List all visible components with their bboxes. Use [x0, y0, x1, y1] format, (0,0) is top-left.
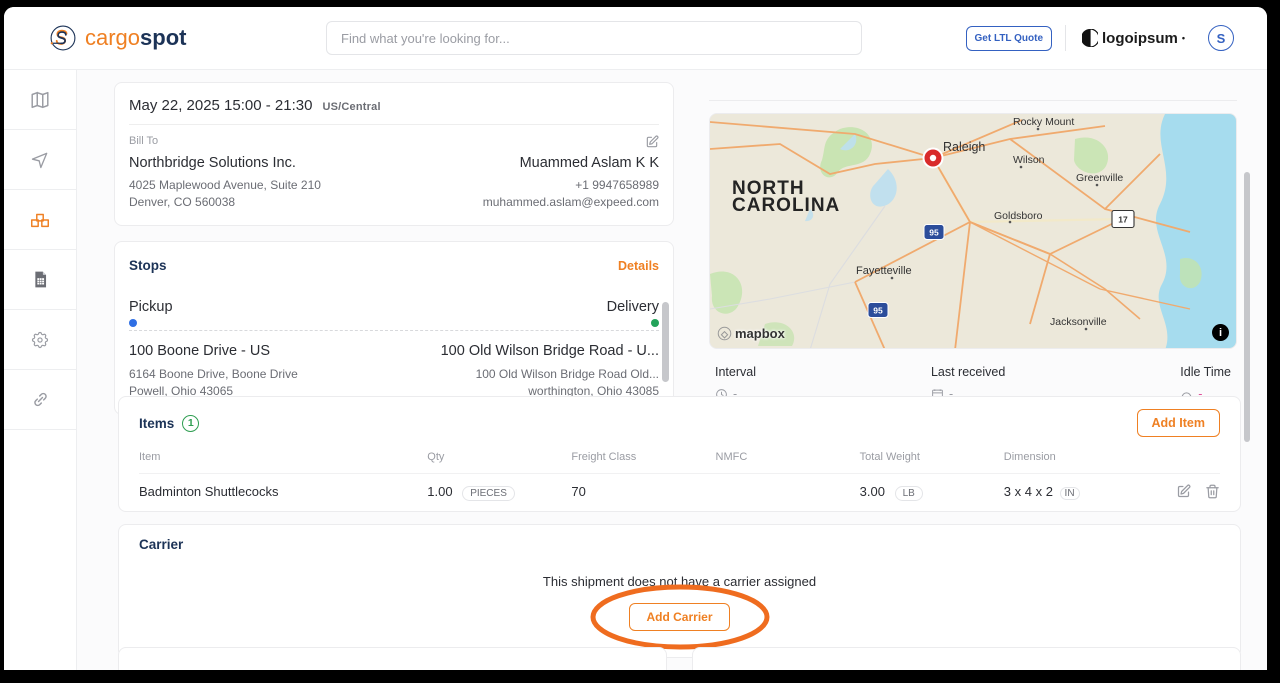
svg-text:Rocky Mount: Rocky Mount [1013, 116, 1074, 128]
svg-text:Fayetteville: Fayetteville [856, 265, 912, 277]
svg-text:95: 95 [873, 306, 883, 316]
svg-text:Goldsboro: Goldsboro [994, 210, 1043, 222]
svg-text:Greenville: Greenville [1076, 172, 1123, 184]
svg-text:Wilson: Wilson [1013, 154, 1045, 166]
svg-text:CAROLINA: CAROLINA [732, 195, 840, 216]
svg-text:95: 95 [929, 228, 939, 238]
svg-text:17: 17 [1118, 215, 1128, 225]
svg-text:Jacksonville: Jacksonville [1050, 316, 1107, 328]
svg-text:Raleigh: Raleigh [943, 140, 985, 154]
